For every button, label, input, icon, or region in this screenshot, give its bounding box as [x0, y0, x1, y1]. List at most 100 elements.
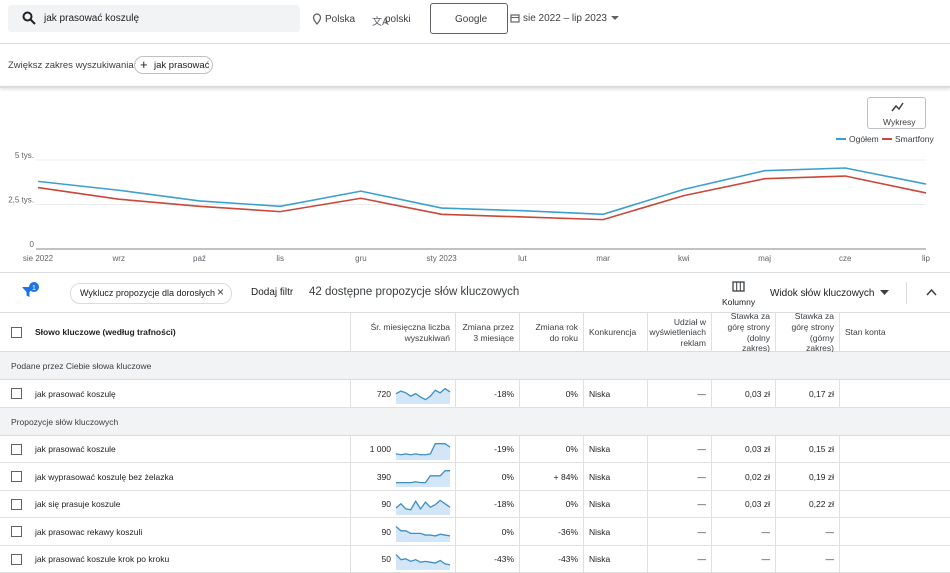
column-header: Słowo kluczowe (według trafności) [30, 313, 350, 352]
language[interactable]: polski [385, 14, 411, 25]
dropdown-arrow [610, 15, 620, 21]
table-cell: -18% [455, 491, 519, 519]
table-cell: -43% [519, 546, 583, 573]
network: Google [455, 14, 487, 25]
table-cell: 0,03 zł [711, 491, 775, 519]
broaden-label: Zwiększ zakres wyszukiwania: [8, 60, 136, 71]
checkbox[interactable] [11, 499, 22, 510]
divider [0, 272, 950, 273]
trend-sparkline [395, 439, 451, 461]
table-cell: — [647, 463, 711, 491]
column-header: Stawka za górę strony (dolny zakres) [711, 313, 775, 352]
checkbox[interactable] [11, 327, 22, 338]
table-cell-border [839, 546, 840, 573]
table-cell: jak prasowac rekawy koszuli [30, 518, 350, 546]
x-tick-label: lut [518, 254, 527, 263]
table-cell: Niska [583, 546, 647, 573]
x-tick-label: gru [355, 254, 367, 263]
x-tick-label: sty 2023 [427, 254, 458, 263]
table-cell: 0,22 zł [775, 491, 839, 519]
charts-button-label: Wykresy [883, 117, 916, 127]
table-cell: — [647, 491, 711, 519]
trend-area [396, 443, 450, 459]
view-selector[interactable]: Widok słów kluczowych [770, 288, 874, 299]
checkbox[interactable] [11, 444, 22, 455]
charts-button[interactable]: Wykresy [867, 97, 926, 129]
search-query: jak prasować koszulę [44, 13, 139, 24]
table-cell: Niska [583, 491, 647, 519]
column-header: Śr. miesięczna liczba wyszukiwań [350, 313, 455, 352]
trend-sparkline [395, 521, 451, 543]
table-cell: 0% [455, 463, 519, 491]
checkbox[interactable] [11, 388, 22, 399]
x-tick-label: wrz [112, 254, 125, 263]
table-cell: -36% [519, 518, 583, 546]
filter-chip[interactable]: Wyklucz propozycje dla dorosłych × [70, 283, 232, 304]
filter-icon[interactable]: 1 [20, 281, 42, 301]
x-tick-label: lis [276, 254, 284, 263]
remove-icon[interactable]: × [217, 285, 224, 299]
table-cell: Niska [583, 518, 647, 546]
table-cell: jak prasować koszule [30, 436, 350, 464]
columns-button[interactable]: Kolumny [722, 297, 755, 307]
trend-sparkline [395, 494, 451, 516]
table-cell-border [839, 491, 840, 519]
table-cell: 0% [519, 380, 583, 408]
column-header: Zmiana przez 3 miesiące [455, 313, 519, 352]
table-cell: -19% [455, 436, 519, 464]
column-header: Stawka za górę strony (górny zakres) [775, 313, 839, 352]
table-cell: — [775, 518, 839, 546]
table-cell: -43% [455, 546, 519, 573]
x-tick-label: maj [758, 254, 771, 263]
chart-icon [891, 102, 904, 112]
location-icon [312, 13, 322, 25]
table-cell: Niska [583, 380, 647, 408]
x-tick-label: lip [922, 254, 931, 263]
table-cell: 0,03 zł [711, 380, 775, 408]
date-range[interactable]: sie 2022 – lip 2023 [523, 13, 607, 24]
table-cell-border [839, 380, 840, 408]
group-title: Propozycje słów kluczowych [6, 408, 123, 436]
broaden-chip[interactable]: + jak prasować [134, 56, 213, 74]
table-cell: jak się prasuje koszule [30, 491, 350, 519]
table-cell: — [711, 546, 775, 573]
legend-label: Ogółem [849, 134, 879, 144]
trend-sparkline [395, 466, 451, 488]
table-cell: jak prasować koszulę [30, 380, 350, 408]
location[interactable]: Polska [325, 14, 355, 25]
summary: 42 dostępne propozycje słów kluczowych [309, 286, 519, 298]
search-box[interactable]: jak prasować koszulę [8, 5, 300, 32]
legend-label: Smartfony [895, 134, 934, 144]
add-filter[interactable]: Dodaj filtr [251, 287, 293, 298]
search-icon [22, 11, 36, 25]
table-cell: + 84% [519, 463, 583, 491]
network-button[interactable]: Google [430, 3, 508, 34]
checkbox[interactable] [11, 554, 22, 565]
checkbox[interactable] [11, 526, 22, 537]
dropdown-arrow [880, 290, 889, 296]
filter-count: 1 [32, 283, 36, 292]
table-cell: -18% [455, 380, 519, 408]
column-header: Konkurencja [583, 313, 647, 352]
trend-sparkline [395, 549, 451, 571]
table-cell: 0% [519, 436, 583, 464]
group-row [0, 408, 950, 436]
table-cell: 0,03 zł [711, 436, 775, 464]
table-cell: Niska [583, 436, 647, 464]
table-cell: — [647, 518, 711, 546]
series-line [38, 168, 926, 214]
table-cell-border [839, 463, 840, 491]
table-cell: 0,17 zł [775, 380, 839, 408]
checkbox[interactable] [11, 471, 22, 482]
table-cell: — [647, 546, 711, 573]
plus-icon: + [140, 57, 148, 72]
x-tick-label: paź [193, 254, 206, 263]
collapse-icon[interactable] [926, 288, 937, 296]
x-tick-label: kwi [678, 254, 690, 263]
table-cell: Niska [583, 463, 647, 491]
table-cell: — [775, 546, 839, 573]
divider [0, 43, 950, 44]
group-title: Podane przez Ciebie słowa kluczowe [6, 352, 156, 380]
